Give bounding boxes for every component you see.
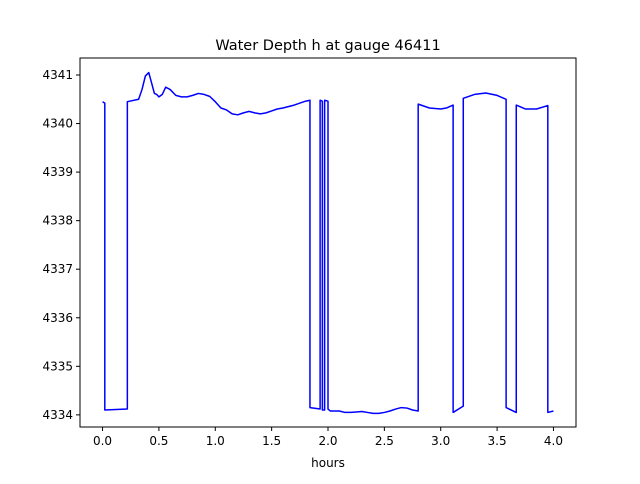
x-tick-label: 1.5 [262, 434, 281, 448]
plot-area [102, 71, 554, 415]
x-tick-label: 3.5 [488, 434, 507, 448]
x-tick-label: 2.5 [375, 434, 394, 448]
x-tick-label: 1.0 [206, 434, 225, 448]
x-axis-label: hours [311, 456, 345, 470]
y-tick-label: 4338 [42, 214, 73, 228]
chart-title: Water Depth h at gauge 46411 [215, 38, 440, 54]
y-tick-label: 4341 [42, 68, 73, 82]
x-axis-ticks: 0.0 0.5 1.0 1.5 2.0 2.5 3.0 3.5 4.0 [93, 427, 563, 448]
series-line-0 [102, 71, 554, 415]
x-tick-label: 0.0 [93, 434, 112, 448]
x-tick-label: 4.0 [544, 434, 563, 448]
x-tick-label: 2.0 [318, 434, 337, 448]
x-tick-label: 0.5 [149, 434, 168, 448]
y-tick-label: 4337 [42, 262, 73, 276]
y-tick-label: 4335 [42, 359, 73, 373]
y-tick-label: 4339 [42, 165, 73, 179]
y-tick-label: 4340 [42, 117, 73, 131]
y-tick-label: 4334 [42, 408, 73, 422]
axes-frame [79, 57, 577, 428]
y-axis-ticks: 4334 4335 4336 4337 4338 4339 4340 4341 [42, 68, 80, 422]
x-tick-label: 3.0 [431, 434, 450, 448]
y-tick-label: 4336 [42, 311, 73, 325]
